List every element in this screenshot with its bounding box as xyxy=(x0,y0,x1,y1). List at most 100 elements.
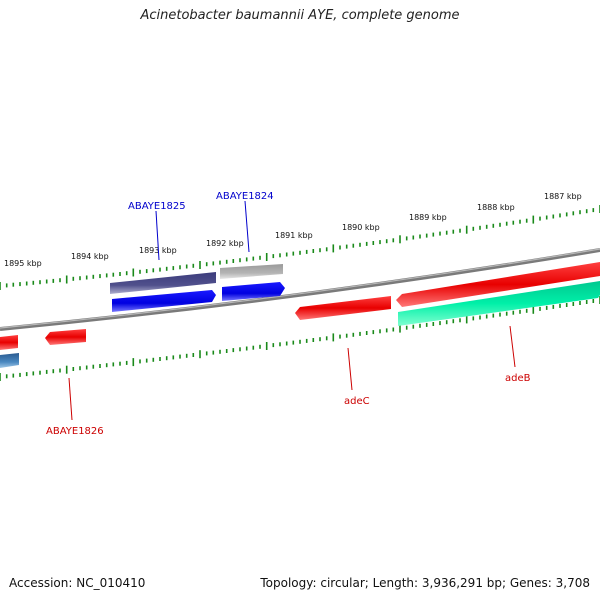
outer-tick-track xyxy=(0,205,600,290)
minor-tick xyxy=(85,275,88,280)
minor-tick xyxy=(192,263,195,268)
major-tick xyxy=(332,333,335,342)
minor-tick xyxy=(219,349,221,354)
minor-tick xyxy=(59,278,61,283)
major-tick xyxy=(532,215,535,224)
minor-tick xyxy=(5,374,8,379)
accession-text: Accession: NC_010410 xyxy=(9,576,146,590)
minor-tick xyxy=(225,259,228,264)
minor-tick xyxy=(325,247,328,252)
minor-tick xyxy=(459,318,461,323)
major-tick xyxy=(65,365,68,374)
minor-tick xyxy=(32,371,35,376)
minor-tick xyxy=(505,311,508,316)
gene-feature[interactable] xyxy=(0,353,19,368)
minor-tick xyxy=(312,249,315,253)
minor-tick xyxy=(12,282,15,287)
minor-tick xyxy=(479,225,481,230)
gene-feature[interactable] xyxy=(45,329,86,345)
minor-tick xyxy=(339,245,341,250)
gene-feature[interactable] xyxy=(396,262,600,307)
kbp-label: 1894 kbp xyxy=(71,252,109,261)
minor-tick xyxy=(372,241,375,245)
minor-tick xyxy=(72,276,75,281)
gene-feature[interactable] xyxy=(398,281,600,326)
diagram-title: Acinetobacter baumannii AYE, complete ge… xyxy=(140,8,460,23)
minor-tick xyxy=(52,369,55,374)
minor-tick xyxy=(285,341,288,346)
minor-tick xyxy=(392,238,395,243)
minor-tick xyxy=(239,258,241,263)
minor-tick xyxy=(419,234,421,239)
minor-tick xyxy=(512,310,515,315)
minor-tick xyxy=(412,324,415,329)
gene-label[interactable]: ABAYE1824 xyxy=(216,191,274,202)
minor-tick xyxy=(125,360,128,365)
minor-tick xyxy=(245,346,248,351)
minor-tick xyxy=(365,331,368,335)
gene-feature[interactable] xyxy=(295,296,391,320)
gene-label[interactable]: ABAYE1825 xyxy=(128,201,186,212)
inner-tick-track xyxy=(0,296,600,381)
minor-tick xyxy=(479,315,481,320)
gene-feature[interactable] xyxy=(110,272,216,294)
gene-label[interactable]: adeC xyxy=(344,396,370,407)
gene-feature[interactable] xyxy=(112,290,216,312)
minor-tick xyxy=(232,259,235,263)
kbp-label: 1888 kbp xyxy=(477,203,515,212)
genome-summary-text: Topology: circular; Length: 3,936,291 bp… xyxy=(260,576,590,590)
gene-label[interactable]: ABAYE1826 xyxy=(46,426,104,437)
minor-tick xyxy=(592,208,595,213)
minor-tick xyxy=(552,214,555,219)
minor-tick xyxy=(352,332,355,337)
gene-feature[interactable] xyxy=(0,335,18,350)
minor-tick xyxy=(299,339,301,344)
minor-tick xyxy=(245,257,248,262)
minor-tick xyxy=(45,279,48,284)
minor-tick xyxy=(205,262,208,267)
minor-tick xyxy=(112,272,115,277)
minor-tick xyxy=(525,218,528,223)
minor-tick xyxy=(92,274,95,279)
forward-strand-features xyxy=(110,262,600,312)
minor-tick xyxy=(405,236,408,241)
reverse-strand-features xyxy=(0,281,600,368)
gene-label[interactable]: adeB xyxy=(505,373,531,384)
minor-tick xyxy=(152,268,155,273)
gene-feature[interactable] xyxy=(220,264,283,279)
gene-feature[interactable] xyxy=(222,282,285,301)
minor-tick xyxy=(185,264,188,269)
minor-tick xyxy=(25,281,28,286)
minor-tick xyxy=(445,230,448,235)
position-labels: 1895 kbp 1894 kbp 1893 kbp 1892 kbp 1891… xyxy=(4,192,582,268)
minor-tick xyxy=(159,267,161,272)
minor-tick xyxy=(345,333,348,338)
minor-tick xyxy=(119,272,121,276)
minor-tick xyxy=(385,328,388,333)
minor-tick xyxy=(592,299,595,303)
minor-tick xyxy=(452,319,455,324)
minor-tick xyxy=(579,301,581,305)
minor-tick xyxy=(212,350,215,355)
callout-line xyxy=(509,325,516,368)
minor-tick xyxy=(272,343,275,348)
genome-backbone xyxy=(0,248,600,331)
minor-tick xyxy=(439,321,441,326)
major-tick xyxy=(332,244,335,253)
minor-tick xyxy=(392,327,395,332)
minor-tick xyxy=(499,312,501,317)
kbp-label: 1892 kbp xyxy=(206,239,244,248)
minor-tick xyxy=(312,338,315,342)
gene-callouts: ABAYE1825 ABAYE1824 ABAYE1826 adeC adeB xyxy=(46,191,531,437)
minor-tick xyxy=(412,235,415,240)
minor-tick xyxy=(492,223,495,228)
minor-tick xyxy=(525,308,528,313)
major-tick xyxy=(399,235,401,244)
minor-tick xyxy=(385,239,388,244)
minor-tick xyxy=(39,370,41,375)
minor-tick xyxy=(565,212,568,217)
minor-tick xyxy=(79,366,81,371)
minor-tick xyxy=(459,228,461,233)
minor-tick xyxy=(425,322,428,327)
minor-tick xyxy=(145,358,148,363)
